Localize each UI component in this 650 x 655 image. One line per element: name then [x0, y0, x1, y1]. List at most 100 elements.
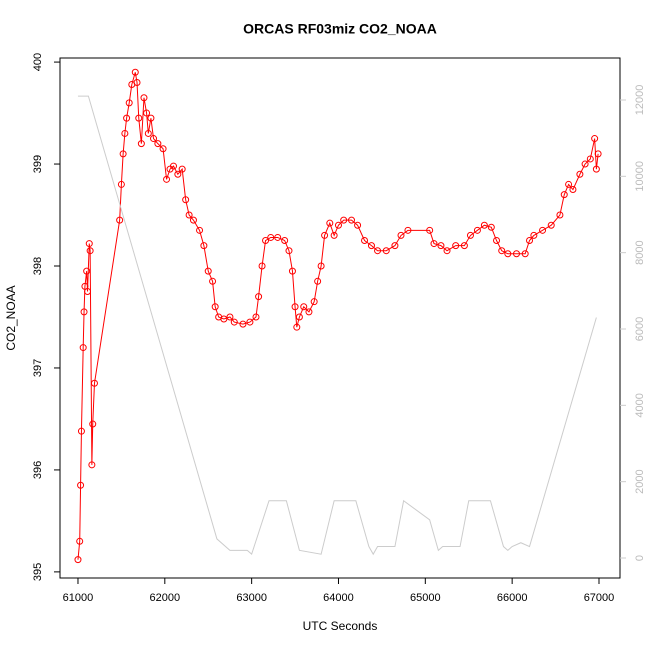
data-point [521, 250, 529, 258]
data-point [196, 226, 204, 234]
y2-tick-label: 6000 [634, 317, 646, 341]
data-point [140, 94, 148, 102]
y-tick-label: 399 [32, 155, 44, 173]
x-tick-label: 67000 [584, 592, 615, 604]
data-point [154, 140, 162, 148]
data-point [131, 68, 139, 76]
y2-tick-label: 4000 [634, 393, 646, 417]
data-point [374, 247, 382, 255]
y-tick-label: 397 [32, 359, 44, 377]
data-point [125, 99, 133, 107]
data-point [281, 237, 289, 245]
data-point [84, 287, 92, 295]
data-point [367, 242, 375, 250]
data-point [89, 420, 97, 428]
data-point [426, 226, 434, 234]
data-point [178, 165, 186, 173]
data-point [404, 226, 412, 234]
plot-frame [59, 57, 621, 579]
data-point [512, 250, 520, 258]
data-point [83, 267, 91, 275]
data-point [117, 180, 125, 188]
data-point [258, 262, 266, 270]
data-point [430, 240, 438, 248]
data-point [88, 461, 96, 469]
data-point [169, 162, 177, 170]
y2-tick-label: 2000 [634, 469, 646, 493]
x-axis-label: UTC Seconds [303, 619, 378, 633]
data-point [239, 320, 247, 328]
data-point [255, 293, 263, 301]
data-point [77, 427, 85, 435]
data-point [246, 318, 254, 326]
data-point [569, 186, 577, 194]
data-point [321, 231, 329, 239]
data-point [397, 231, 405, 239]
data-point [504, 250, 512, 258]
y-tick-label: 395 [32, 563, 44, 581]
data-point [119, 150, 127, 158]
data-point [123, 114, 131, 122]
data-point [226, 313, 234, 321]
data-point [291, 303, 299, 311]
y-tick-label: 396 [32, 461, 44, 479]
data-point [480, 221, 488, 229]
data-point [189, 216, 197, 224]
data-point [560, 191, 568, 199]
y-tick-label: 398 [32, 257, 44, 275]
data-point [526, 237, 534, 245]
data-point [300, 303, 308, 311]
data-point [200, 242, 208, 250]
data-point [174, 170, 182, 178]
data-point [220, 315, 228, 323]
data-point [163, 175, 171, 183]
data-point [79, 344, 87, 352]
data-point [85, 240, 93, 248]
data-point [150, 135, 158, 143]
data-point [310, 298, 318, 306]
data-point [159, 145, 167, 153]
data-point [530, 231, 538, 239]
series-line [77, 95, 597, 556]
data-point [473, 226, 481, 234]
data-point [288, 267, 296, 275]
x-tick-label: 66000 [497, 592, 528, 604]
series-line [77, 72, 599, 560]
data-point [334, 221, 342, 229]
y2-tick-label: 12000 [634, 85, 646, 116]
data-point [330, 231, 338, 239]
data-point [230, 318, 238, 326]
data-point [591, 135, 599, 143]
x-tick-label: 62000 [150, 592, 181, 604]
data-point [437, 242, 445, 250]
data-point [76, 537, 84, 545]
data-point [466, 231, 474, 239]
data-point [116, 216, 124, 224]
x-tick-label: 64000 [323, 592, 354, 604]
data-point [348, 216, 356, 224]
data-point [86, 247, 94, 255]
data-point [493, 237, 501, 245]
data-point [211, 303, 219, 311]
data-point [586, 155, 594, 163]
data-point [460, 242, 468, 250]
y2-tick-label: 0 [634, 555, 646, 561]
data-point [361, 237, 369, 245]
data-point [317, 262, 325, 270]
data-point [487, 223, 495, 231]
data-point [576, 170, 584, 178]
data-point [80, 308, 88, 316]
x-tick-label: 61000 [63, 592, 94, 604]
data-point [443, 247, 451, 255]
data-point [382, 247, 390, 255]
data-point [594, 150, 602, 158]
data-point [391, 242, 399, 250]
data-point [274, 233, 282, 241]
data-point [182, 196, 190, 204]
data-point [144, 129, 152, 137]
y-axis-label: CO2_NOAA [4, 285, 18, 350]
data-point [135, 114, 143, 122]
data-point [77, 481, 85, 489]
y2-tick-label: 10000 [634, 161, 646, 192]
